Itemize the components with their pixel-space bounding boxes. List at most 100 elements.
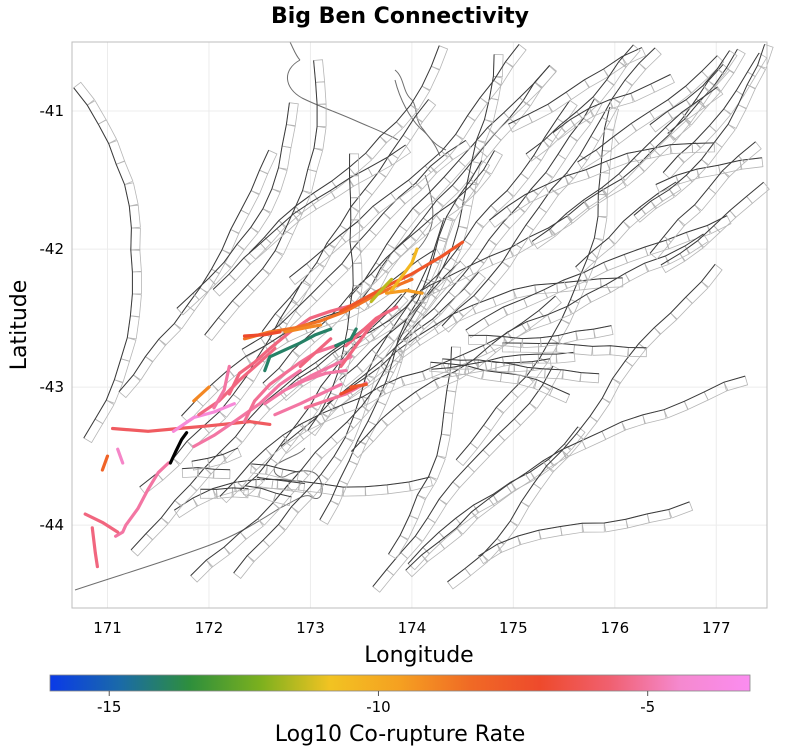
fault-trace	[356, 65, 550, 306]
fault-trace	[241, 139, 466, 350]
colorbar-tick-label: -10	[366, 698, 391, 716]
fault-trace	[372, 365, 554, 587]
fault-trace	[402, 98, 595, 340]
coastline-south-island	[74, 447, 323, 591]
fault-trace	[257, 476, 305, 484]
axes-layer: 171 172 173 174 175 176 177 -41 -42 -43 -44	[40, 102, 731, 637]
colorbar-tick-label: -15	[97, 698, 122, 716]
fault-trace	[191, 447, 238, 462]
fault-trace	[662, 52, 760, 173]
fault-trace	[410, 64, 724, 298]
fault-trace	[649, 50, 730, 126]
fault-trace	[326, 277, 623, 405]
rupture-segment	[227, 302, 358, 396]
fault-trace	[130, 293, 402, 551]
fault-trace	[339, 54, 495, 381]
fault-trace	[633, 44, 766, 216]
fault-trace	[478, 501, 690, 557]
fault-trace	[348, 64, 550, 298]
fault-trace	[552, 74, 671, 134]
fault-trace	[649, 141, 756, 254]
fault-trace	[190, 260, 461, 576]
fault-trace	[289, 44, 520, 278]
coastline-north	[287, 41, 441, 256]
coastline-marlborough	[394, 69, 447, 151]
x-axis-title: Longitude	[364, 643, 473, 668]
fault-trace	[200, 487, 249, 490]
rupture-segment	[111, 420, 272, 433]
rupture-segment	[390, 247, 419, 293]
fault-trace	[174, 476, 431, 511]
y-tick-label: -44	[40, 516, 65, 534]
rupture-segment	[197, 346, 277, 417]
x-tick-label: 176	[600, 619, 629, 637]
x-tick-label: 171	[93, 619, 122, 637]
fault-trace	[489, 142, 715, 221]
fault-trace	[531, 86, 718, 242]
colorbar-ticks: -15 -10 -5	[97, 691, 655, 716]
rupture-segment	[349, 382, 368, 389]
rupture-segment	[288, 355, 353, 389]
fault-trace	[233, 218, 445, 574]
fault-trace	[577, 55, 718, 163]
fault-trace	[73, 87, 133, 439]
x-tick-label: 177	[702, 619, 731, 637]
y-tick-label: -42	[40, 240, 65, 258]
fault-trace	[388, 346, 452, 555]
rupture-segment	[116, 447, 125, 465]
fault-trace	[447, 263, 716, 583]
colorbar	[49, 674, 751, 692]
rupture-segment	[192, 385, 211, 403]
rupture-segment	[212, 364, 231, 410]
fault-trace	[118, 149, 270, 393]
x-tick-label: 173	[296, 619, 325, 637]
plot-frame	[71, 41, 768, 609]
fault-trace	[212, 144, 406, 290]
rupture-segment	[263, 327, 333, 373]
x-tick-label: 175	[499, 619, 528, 637]
colorbar-tick-label: -5	[640, 698, 655, 716]
big-ben-fault	[168, 431, 189, 465]
fault-trace	[508, 47, 643, 125]
rupture-segment	[171, 402, 236, 433]
rupture-segment	[273, 382, 343, 417]
rupture-segment	[83, 512, 120, 534]
fault-trace	[351, 233, 704, 452]
fault-trace	[491, 360, 600, 375]
y-axis-title: Latitude	[7, 280, 32, 371]
fault-trace	[405, 375, 746, 571]
fault-trace	[261, 99, 429, 332]
rupture-segment	[344, 305, 399, 348]
x-tick-label: 174	[398, 619, 427, 637]
fault-trace	[319, 160, 483, 521]
fault-trace	[248, 45, 440, 254]
fault-trace	[279, 100, 571, 394]
rupture-layer	[83, 240, 465, 569]
fault-trace	[244, 485, 292, 498]
fault-trace	[182, 467, 231, 471]
fault-trace	[465, 215, 728, 331]
rupture-segment	[114, 461, 170, 538]
fault-trace	[430, 361, 570, 395]
fault-trace	[176, 102, 290, 309]
chart-title: Big Ben Connectivity	[271, 4, 529, 29]
fault-trace	[239, 288, 410, 491]
rupture-segment	[369, 277, 394, 304]
rupture-segment	[100, 454, 110, 472]
rupture-segment	[242, 330, 282, 338]
y-tick-label: -41	[40, 102, 65, 120]
rupture-segment	[334, 327, 358, 348]
rupture-segment	[298, 337, 333, 368]
fault-trace	[655, 157, 762, 185]
fault-trace	[468, 325, 612, 340]
background-faults	[73, 41, 774, 593]
fault-trace	[431, 351, 575, 370]
rupture-segment	[384, 288, 424, 295]
fault-trace	[204, 60, 318, 336]
rupture-segment	[242, 277, 414, 341]
fault-trace	[251, 463, 299, 473]
fault-trace	[502, 342, 647, 349]
rupture-segment	[192, 369, 302, 449]
fault-trace	[525, 44, 634, 155]
